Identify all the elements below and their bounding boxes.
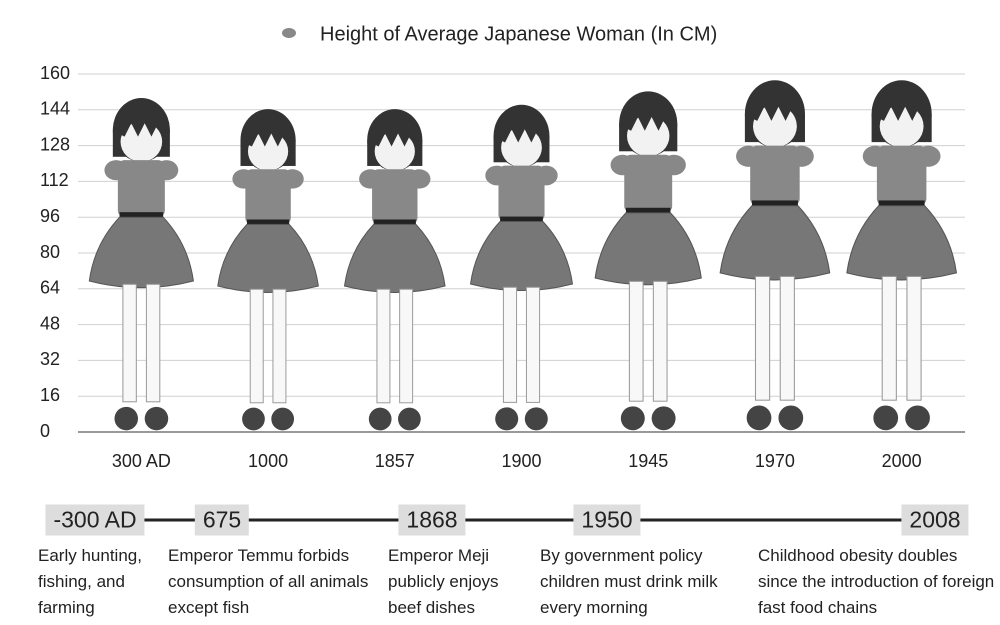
leg <box>273 289 286 403</box>
shoe <box>747 405 772 430</box>
y-tick-label: 112 <box>40 170 69 190</box>
timeline-label: -300 AD <box>45 505 144 536</box>
leg <box>503 287 516 402</box>
y-tick-label: 48 <box>40 313 60 333</box>
timeline-description: Emperor Temmu forbids consumption of all… <box>168 543 383 621</box>
shoe <box>271 408 294 431</box>
shoe <box>398 408 421 431</box>
timeline-label: 675 <box>195 505 249 536</box>
shoe <box>778 405 803 430</box>
y-tick-label: 32 <box>40 349 60 369</box>
page: {"chart_data": {"type": "pictograph", "c… <box>0 0 1000 625</box>
figure <box>595 91 701 430</box>
leg <box>629 281 643 401</box>
timeline-description: Emperor Meji publicly enjoys beef dishes <box>388 543 528 621</box>
shoe <box>115 407 138 430</box>
body <box>624 155 672 213</box>
timeline-label: 1950 <box>573 505 640 536</box>
shoe <box>495 407 518 430</box>
shoe <box>621 406 645 430</box>
y-tick-label: 160 <box>40 63 70 83</box>
y-tick-label: 64 <box>40 278 60 298</box>
skirt <box>218 224 319 292</box>
figure <box>471 105 573 431</box>
body <box>245 169 290 224</box>
x-tick-label: 1000 <box>248 451 288 471</box>
timeline-description: Early hunting, fishing, and farming <box>38 543 158 621</box>
chart: Height of Average Japanese Woman (In CM)… <box>0 0 1000 500</box>
leg <box>882 276 896 400</box>
x-tick-label: 2000 <box>882 451 922 471</box>
skirt <box>344 224 445 292</box>
leg <box>123 284 136 401</box>
body <box>750 146 799 206</box>
body <box>877 146 926 206</box>
figure <box>847 80 957 430</box>
shoe <box>652 406 676 430</box>
legend-icon <box>282 28 296 38</box>
shoe <box>145 407 168 430</box>
leg <box>907 276 921 400</box>
y-tick-label: 80 <box>40 242 60 262</box>
shoe <box>873 405 898 430</box>
body <box>498 166 544 222</box>
y-tick-label: 16 <box>40 385 60 405</box>
x-tick-label: 300 AD <box>112 451 171 471</box>
y-tick-label: 96 <box>40 206 60 226</box>
figure <box>218 109 319 430</box>
leg <box>377 289 390 403</box>
leg <box>653 281 667 401</box>
timeline-label: 2008 <box>901 505 968 536</box>
body <box>372 169 417 224</box>
leg <box>146 284 159 401</box>
timeline-line <box>0 500 1000 540</box>
shoe <box>525 407 548 430</box>
y-tick-label: 128 <box>40 134 70 154</box>
figure <box>720 80 830 430</box>
skirt <box>595 213 701 285</box>
skirt <box>89 217 193 287</box>
timeline: -300 AD Early hunting, fishing, and farmi… <box>0 490 1000 625</box>
leg <box>755 276 769 400</box>
leg <box>400 289 413 403</box>
timeline-description: Childhood obesity doubles since the intr… <box>758 543 998 621</box>
legend-label: Height of Average Japanese Woman (In CM) <box>320 23 717 45</box>
leg <box>780 276 794 400</box>
x-tick-label: 1970 <box>755 451 795 471</box>
timeline-label: 1868 <box>398 505 465 536</box>
figure <box>89 98 193 430</box>
skirt <box>471 221 573 290</box>
leg <box>526 287 539 402</box>
shoe <box>905 405 930 430</box>
timeline-description: By government policy children must drink… <box>540 543 735 621</box>
y-tick-label: 0 <box>40 421 50 441</box>
x-tick-label: 1900 <box>501 451 541 471</box>
figure <box>344 109 445 430</box>
shoe <box>369 408 392 431</box>
x-tick-label: 1857 <box>375 451 415 471</box>
y-tick-label: 144 <box>40 99 70 119</box>
x-tick-label: 1945 <box>628 451 668 471</box>
body <box>118 160 165 217</box>
leg <box>250 289 263 403</box>
shoe <box>242 408 265 431</box>
